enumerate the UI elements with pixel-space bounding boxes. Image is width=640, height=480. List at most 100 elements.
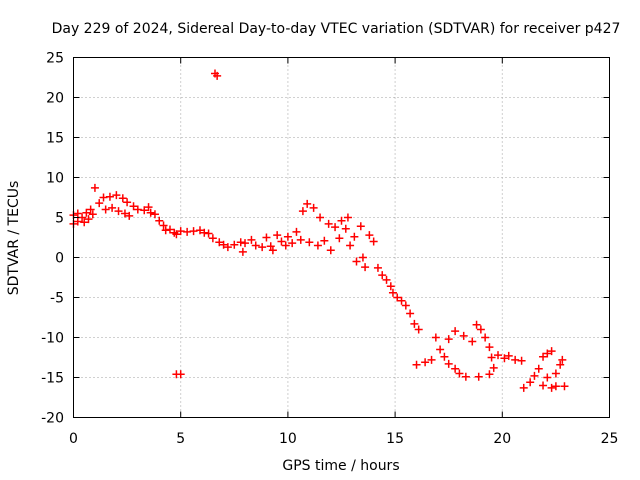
data-point	[195, 226, 204, 235]
y-tick-labels: -20 -15 -10 -5 0 5 10 15 20 25	[41, 51, 64, 427]
data-point	[358, 253, 367, 262]
data-point	[213, 71, 222, 80]
data-point	[273, 231, 282, 240]
data-point	[365, 231, 374, 240]
data-point	[485, 370, 494, 379]
data-point	[305, 238, 314, 247]
data-point	[208, 234, 217, 243]
data-point	[468, 337, 477, 346]
data-point	[341, 224, 350, 233]
data-point	[281, 241, 290, 250]
data-point	[108, 203, 117, 212]
data-point	[324, 219, 333, 228]
data-point	[90, 183, 99, 192]
data-point	[251, 241, 260, 250]
data-point	[268, 246, 277, 255]
data-point	[292, 227, 301, 236]
data-point	[215, 238, 224, 247]
x-tick-labels: 0 5 10 15 20 25	[69, 431, 618, 447]
data-point	[539, 352, 548, 361]
data-point	[373, 263, 382, 272]
data-point	[350, 232, 359, 241]
data-point	[556, 360, 565, 369]
data-point	[155, 216, 164, 225]
data-point	[320, 236, 329, 245]
data-point	[129, 202, 138, 211]
data-point	[485, 343, 494, 352]
data-point	[543, 373, 552, 382]
data-point	[283, 232, 292, 241]
data-point	[558, 355, 567, 364]
data-point	[84, 215, 93, 224]
x-tick-label: 15	[386, 431, 404, 447]
data-point	[551, 382, 560, 391]
data-point	[183, 227, 192, 236]
data-point	[247, 235, 256, 244]
data-point	[547, 347, 556, 356]
data-point	[189, 227, 198, 236]
axis-ticks	[73, 57, 610, 418]
data-point	[73, 217, 82, 226]
data-point	[551, 369, 560, 378]
data-point	[410, 319, 419, 328]
data-point	[123, 198, 132, 207]
data-point	[105, 192, 114, 201]
data-point	[238, 247, 247, 256]
data-point	[80, 218, 89, 227]
data-point	[262, 233, 271, 242]
data-point	[431, 333, 440, 342]
data-point	[99, 193, 108, 202]
data-point	[73, 209, 82, 218]
y-tick-label: 20	[46, 91, 64, 107]
x-tick-label: 25	[601, 431, 619, 447]
data-point	[476, 325, 485, 334]
data-point	[101, 205, 110, 214]
data-point	[378, 271, 387, 280]
data-point	[517, 356, 526, 365]
data-point	[303, 199, 312, 208]
y-tick-label: 0	[55, 251, 64, 267]
data-point	[519, 383, 528, 392]
data-point	[474, 372, 483, 381]
data-point	[343, 213, 352, 222]
data-point	[125, 211, 134, 220]
data-point	[436, 345, 445, 354]
data-point	[146, 208, 155, 217]
data-point	[176, 227, 185, 236]
data-point	[298, 207, 307, 216]
grid	[73, 57, 610, 418]
data-point	[543, 349, 552, 358]
data-point	[421, 358, 430, 367]
data-point	[337, 216, 346, 225]
chart-title: Day 229 of 2024, Sidereal Day-to-day VTE…	[52, 21, 621, 37]
data-point	[511, 355, 520, 364]
data-point	[309, 203, 318, 212]
data-point	[427, 355, 436, 364]
data-point	[172, 230, 181, 239]
data-point	[539, 381, 548, 390]
data-point	[440, 352, 449, 361]
data-point	[313, 241, 322, 250]
y-tick-label: 5	[55, 211, 64, 227]
plot-frame	[73, 57, 610, 418]
data-point	[335, 234, 344, 243]
data-point	[547, 383, 556, 392]
x-tick-label: 5	[176, 431, 185, 447]
data-point	[165, 225, 174, 234]
data-point	[112, 191, 121, 200]
y-tick-label: 15	[46, 131, 64, 147]
y-tick-label: 25	[46, 51, 64, 67]
x-tick-label: 0	[69, 431, 78, 447]
data-point	[451, 327, 460, 336]
data-point	[114, 207, 123, 216]
data-point	[459, 331, 468, 340]
y-tick-label: -10	[41, 331, 64, 347]
data-point	[223, 243, 232, 252]
data-point	[88, 210, 97, 219]
data-point	[455, 369, 464, 378]
data-point	[150, 210, 159, 219]
data-point	[382, 275, 391, 284]
data-point	[140, 206, 149, 215]
data-point	[414, 325, 423, 334]
